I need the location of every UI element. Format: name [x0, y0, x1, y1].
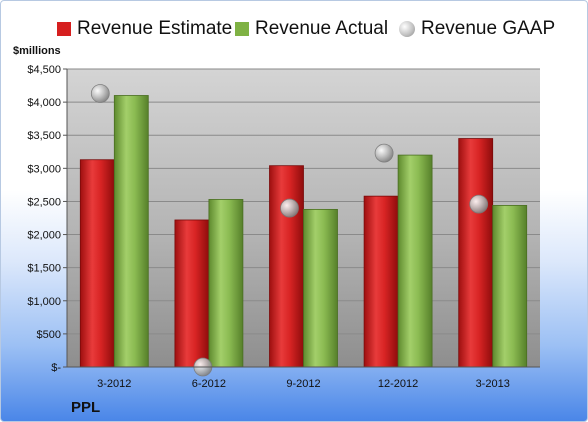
gaap-point: [90, 84, 110, 103]
bar-actual: [208, 199, 244, 368]
x-tick-label: 3-2013: [476, 378, 510, 390]
gaap-point: [374, 143, 394, 163]
y-tick-label: $3,000: [27, 163, 61, 175]
y-axis-unit-label: $millions: [13, 45, 61, 57]
legend-swatch-gaap: [399, 21, 415, 37]
y-tick-label: $1,500: [27, 263, 61, 275]
legend-item-gaap: Revenue GAAP: [399, 15, 555, 43]
company-name: PPL: [71, 399, 101, 416]
y-axis: $- $500 $1,000 $1,500 $2,000 $2,500 $3,000 $3,5…: [27, 64, 68, 374]
bar-estimate: [363, 195, 399, 368]
legend-item-estimate: Revenue Estimate: [57, 15, 232, 43]
y-tick-label: $2,000: [27, 230, 61, 242]
bar-actual: [303, 208, 338, 368]
x-tick-label: 9-2012: [286, 378, 320, 390]
y-tick-label: $2,500: [27, 196, 61, 208]
gaap-points: [90, 84, 489, 377]
y-tick-label: $4,500: [27, 64, 61, 76]
y-tick-label: $1,000: [27, 296, 61, 308]
bar-estimate: [174, 219, 210, 368]
legend-swatch-actual: [235, 22, 249, 36]
bar-actual: [397, 154, 433, 368]
y-tick-label: $500: [37, 329, 61, 341]
legend-label-estimate: Revenue Estimate: [77, 18, 233, 39]
bar-estimate: [269, 165, 304, 368]
y-tick-label: $4,000: [27, 97, 61, 109]
x-tick-label: 3-2012: [97, 378, 131, 390]
bar-actual: [113, 95, 149, 368]
legend-label-gaap: Revenue GAAP: [421, 18, 556, 39]
bar-actual: [492, 205, 528, 368]
y-tick-label: $3,500: [27, 130, 61, 142]
x-axis: 3-2012 6-2012 9-2012 12-2012 3-2013: [67, 366, 540, 390]
gaap-point: [469, 194, 489, 214]
bar-estimate: [79, 159, 115, 368]
legend-swatch-estimate: [57, 22, 71, 36]
legend-item-actual: Revenue Actual: [235, 15, 388, 43]
bar-estimate: [458, 138, 494, 368]
legend: Revenue Estimate Revenue Actual Revenue …: [1, 15, 587, 43]
gaap-point: [280, 198, 299, 218]
y-tick-label: $-: [51, 362, 61, 374]
x-tick-label: 6-2012: [192, 378, 226, 390]
x-tick-label: 12-2012: [378, 378, 418, 390]
legend-label-actual: Revenue Actual: [255, 18, 389, 39]
